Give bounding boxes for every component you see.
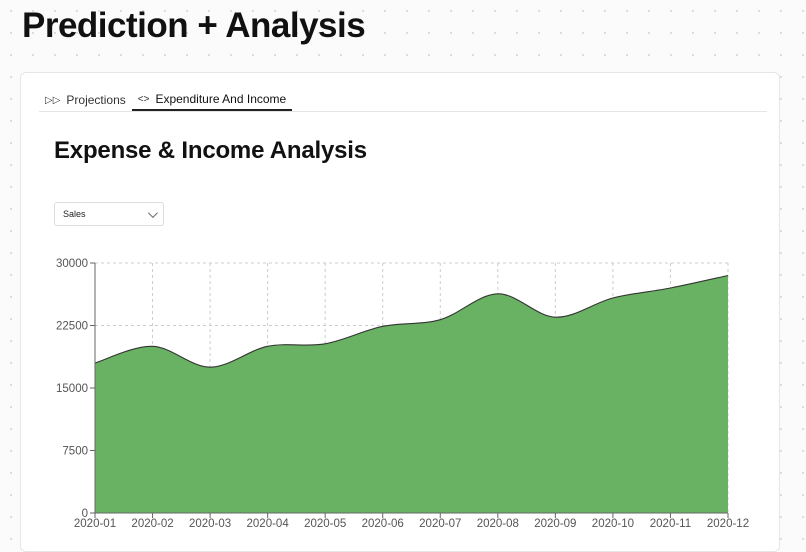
series-line: [94, 274, 729, 368]
y-tick-label: 22500: [56, 321, 88, 333]
x-tick-label: 2020-07: [419, 518, 461, 530]
tab-bar: ▷▷ Projections <> Expenditure And Income: [39, 89, 767, 112]
x-tick-label: 2020-04: [247, 518, 290, 530]
y-tick-label: 7500: [62, 446, 88, 458]
x-tick-label: 2020-08: [477, 518, 519, 530]
tab-projections-label: Projections: [66, 93, 126, 107]
x-tick-label: 2020-06: [362, 518, 404, 530]
x-tick-label: 2020-05: [304, 518, 346, 530]
x-tick-label: 2020-12: [707, 518, 749, 530]
metric-dropdown-value: Sales: [63, 209, 86, 219]
tab-expenditure-and-income-label: Expenditure And Income: [155, 92, 287, 106]
tab-expenditure-and-income[interactable]: <> Expenditure And Income: [131, 89, 293, 111]
y-tick-label: 30000: [56, 258, 88, 270]
x-tick-label: 2020-03: [189, 518, 231, 530]
section-title: Expense & Income Analysis: [54, 137, 367, 164]
x-tick-label: 2020-11: [650, 518, 691, 530]
code-brackets-icon: <>: [137, 93, 150, 105]
page-title: Prediction + Analysis: [22, 6, 366, 45]
tab-projections[interactable]: ▷▷ Projections: [39, 89, 132, 111]
series-area-fill: [95, 275, 728, 513]
y-tick-label: 15000: [56, 383, 88, 395]
x-tick-label: 2020-09: [534, 518, 576, 530]
fast-forward-icon: ▷▷: [45, 94, 61, 106]
metric-dropdown[interactable]: Sales: [54, 202, 164, 226]
x-tick-label: 2020-01: [74, 518, 116, 530]
y-tick-label: 0: [82, 508, 88, 520]
x-tick-label: 2020-10: [592, 518, 634, 530]
x-tick-label: 2020-02: [131, 518, 173, 530]
